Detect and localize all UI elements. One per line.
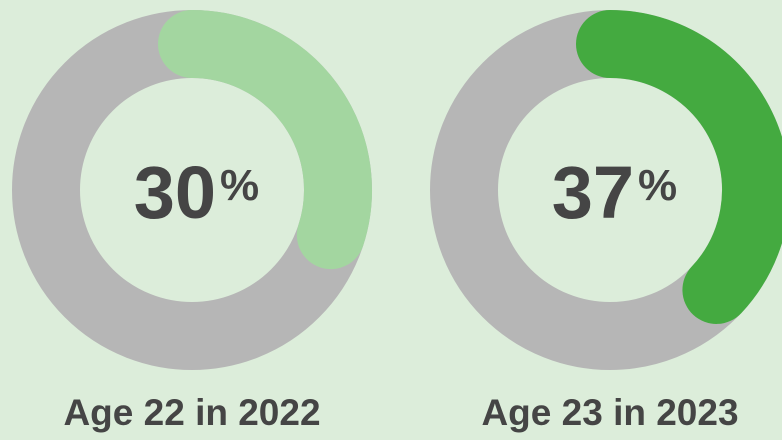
gauge-value: 37 (552, 151, 634, 234)
gauge-arc (158, 10, 372, 270)
gauge-unit: % (220, 161, 259, 210)
gauge-value: 30 (134, 151, 216, 234)
gauge-label: Age 23 in 2023 (481, 392, 738, 433)
gauge-label: Age 22 in 2022 (63, 392, 320, 433)
gauge-arc (576, 10, 782, 324)
gauge-unit: % (638, 161, 677, 210)
